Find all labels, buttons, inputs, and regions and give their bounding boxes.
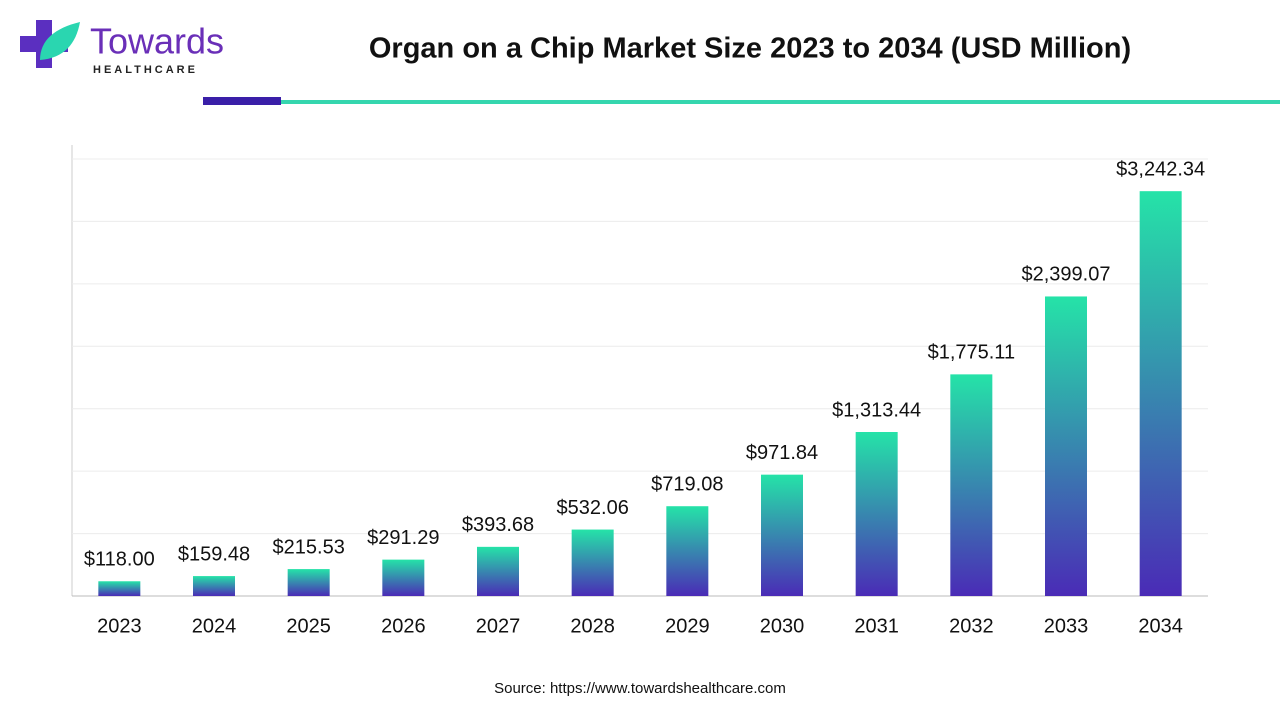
bar <box>761 474 803 596</box>
value-label: $215.53 <box>273 536 345 558</box>
bar <box>382 559 425 596</box>
bar <box>1045 296 1087 596</box>
value-label: $2,399.07 <box>1022 264 1111 286</box>
logo-leaf <box>40 22 80 60</box>
bar <box>1139 191 1182 596</box>
header-accent <box>203 97 281 105</box>
x-tick-label: 2031 <box>854 615 899 637</box>
x-tick-label: 2028 <box>570 615 615 637</box>
x-tick-label: 2029 <box>665 615 710 637</box>
chart-title: Organ on a Chip Market Size 2023 to 2034… <box>369 33 1131 65</box>
bar <box>287 569 330 596</box>
x-tick-label: 2025 <box>286 615 331 637</box>
bar <box>855 432 898 596</box>
logo-name: Towards <box>90 21 224 62</box>
x-tick-label: 2024 <box>192 615 237 637</box>
logo-tagline: HEALTHCARE <box>93 64 198 76</box>
value-label: $719.08 <box>651 473 723 495</box>
value-label: $3,242.34 <box>1116 158 1205 180</box>
value-label: $532.06 <box>557 497 629 519</box>
bar <box>98 581 141 596</box>
value-label: $393.68 <box>462 514 534 536</box>
value-label: $291.29 <box>367 527 439 549</box>
x-tick-label: 2030 <box>760 615 805 637</box>
x-tick-label: 2032 <box>949 615 994 637</box>
bar <box>950 374 993 596</box>
value-label: $159.48 <box>178 543 250 565</box>
bar <box>571 529 614 596</box>
header-rule <box>281 100 1280 104</box>
value-label: $1,313.44 <box>832 399 921 421</box>
value-label: $1,775.11 <box>928 342 1016 364</box>
x-tick-label: 2023 <box>97 615 142 637</box>
x-tick-label: 2027 <box>476 615 521 637</box>
x-tick-label: 2034 <box>1138 615 1183 637</box>
source: Source: https://www.towardshealthcare.co… <box>494 680 786 697</box>
x-tick-label: 2026 <box>381 615 426 637</box>
x-tick-label: 2033 <box>1044 615 1089 637</box>
bar <box>666 506 709 596</box>
bar <box>193 576 235 596</box>
logo: Towards HEALTHCARE <box>20 20 224 76</box>
value-label: $971.84 <box>746 442 818 464</box>
bar <box>477 546 519 596</box>
value-label: $118.00 <box>84 549 155 571</box>
